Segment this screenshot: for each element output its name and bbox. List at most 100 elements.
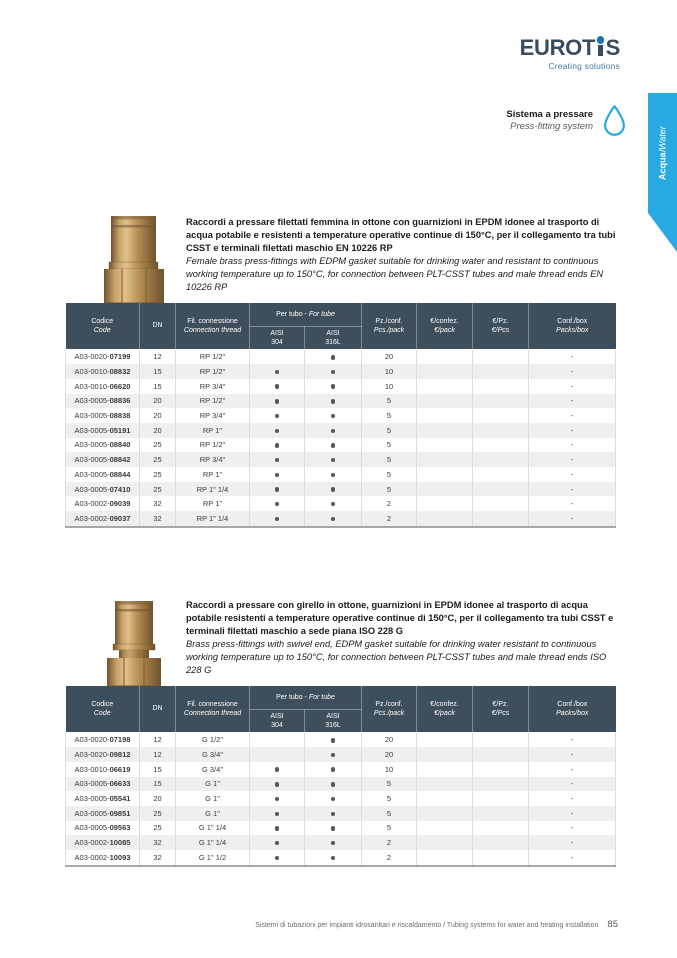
cell-aisi316 xyxy=(303,422,363,438)
tube-compat-dot xyxy=(330,443,336,448)
cell-code: A03-0005-06633 xyxy=(65,776,140,792)
section1-desc-en: Female brass press-fittings with EDPM ga… xyxy=(186,256,604,292)
col-eurpc-en: €/Pcs xyxy=(491,326,510,334)
cell-eur-pc xyxy=(472,467,530,482)
cell-aisi316 xyxy=(303,467,363,482)
code-prefix: A03-0005- xyxy=(74,779,110,789)
code-prefix: A03-0005- xyxy=(74,823,110,833)
cell-aisi316 xyxy=(303,393,363,409)
cell-box: - xyxy=(528,747,617,762)
col-box-en: Packs/box xyxy=(556,326,589,334)
section2-desc-en: Brass press-fittings with swivel end, ED… xyxy=(186,639,607,675)
table-row: A03-0005-07410 25 RP 1" 1/4 5- xyxy=(65,481,617,497)
tube-compat-dot xyxy=(274,767,280,772)
table-row: A03-0005-09563 25 G 1" 1/4 5- xyxy=(65,820,617,836)
cell-box: - xyxy=(528,467,617,482)
cell-aisi316 xyxy=(303,437,363,453)
cell-aisi304 xyxy=(249,835,305,850)
cell-eur-pack xyxy=(416,452,474,467)
cell-dn: 12 xyxy=(139,732,176,748)
aisi316-line1: AISI xyxy=(326,329,340,337)
table-row: A03-0002-09039 32 RP 1" 2- xyxy=(65,496,617,512)
col-header-eur-pc: €/Pz. €/Pcs xyxy=(472,686,530,733)
cell-box: - xyxy=(528,393,617,409)
logo-text-post: S xyxy=(605,35,621,60)
cell-eur-pack xyxy=(416,393,474,409)
system-label-en: Press-fitting system xyxy=(510,121,593,132)
cell-aisi304 xyxy=(249,761,305,777)
tube-compat-dot xyxy=(330,487,336,492)
col-header-pack: Pz./conf. Pcs./pack xyxy=(361,686,418,733)
col-header-box: Conf./box Packs/box xyxy=(528,686,616,733)
cell-dn: 32 xyxy=(139,511,176,527)
cell-code: A03-0005-05541 xyxy=(65,791,140,806)
cell-dn: 25 xyxy=(139,452,176,467)
cell-eur-pack xyxy=(416,437,474,453)
code-prefix: A03-0002- xyxy=(74,852,110,862)
tube-compat-dot xyxy=(274,472,280,478)
tube-compat-dot xyxy=(274,782,280,787)
tube-compat-dot xyxy=(330,472,336,478)
cell-thread: RP 1/2" xyxy=(175,393,250,409)
logo-wordmark: EUROT S xyxy=(519,35,621,60)
table-row: A03-0005-06633 15 G 1" 5- xyxy=(65,776,617,792)
col-pack-it: Pz./conf. xyxy=(375,700,403,708)
code-prefix: A03-0020- xyxy=(74,352,110,362)
cell-eur-pack xyxy=(416,511,474,527)
aisi316-line2: 316L xyxy=(325,338,341,346)
col-dn-label: DN xyxy=(152,322,163,330)
cell-eur-pc xyxy=(472,805,530,821)
cell-dn: 12 xyxy=(139,349,176,365)
tube-compat-dot xyxy=(274,855,280,861)
cell-thread: G 1/2" xyxy=(175,732,250,748)
cell-box: - xyxy=(528,835,617,850)
cell-code: A03-0020-07199 xyxy=(65,349,140,365)
cell-code: A03-0002-10093 xyxy=(65,850,140,866)
tube-compat-dot xyxy=(330,501,336,507)
cell-aisi316 xyxy=(303,481,363,497)
cell-pack: 2 xyxy=(361,511,418,527)
table-row: A03-0005-08842 25 RP 3/4" 5- xyxy=(65,452,617,467)
code-prefix: A03-0005- xyxy=(74,469,110,479)
col-eurpack-it: €/confez. xyxy=(430,317,459,325)
cell-eur-pc xyxy=(472,437,530,453)
col-code-it: Codice xyxy=(91,700,114,708)
cell-pack: 5 xyxy=(361,467,418,482)
cell-box: - xyxy=(528,820,617,836)
tube-compat-dot xyxy=(274,399,280,404)
logo-text-pre: EUROT xyxy=(519,35,596,60)
cell-aisi304 xyxy=(249,496,305,512)
code-number: 05541 xyxy=(109,794,131,804)
col-header-code: Codice Code xyxy=(65,303,140,350)
cell-eur-pc xyxy=(472,452,530,467)
cell-box: - xyxy=(528,791,617,806)
cell-code: A03-0005-08842 xyxy=(65,452,140,467)
cell-eur-pc xyxy=(472,776,530,792)
tube-compat-dot xyxy=(274,840,280,846)
table-row: A03-0005-08836 20 RP 1/2" 5- xyxy=(65,393,617,409)
col-header-eur-pc: €/Pz. €/Pcs xyxy=(472,303,530,350)
cell-eur-pack xyxy=(416,422,474,438)
cell-thread: RP 1/2" xyxy=(175,364,250,379)
cell-box: - xyxy=(528,850,617,866)
tube-compat-dot xyxy=(330,767,336,772)
cell-box: - xyxy=(528,452,617,467)
tube-compat-dot xyxy=(330,826,336,831)
cell-box: - xyxy=(528,364,617,379)
cell-box: - xyxy=(528,732,617,748)
cell-eur-pc xyxy=(472,761,530,777)
col-dn-label: DN xyxy=(152,705,163,713)
code-number: 10085 xyxy=(109,838,131,848)
table-header: Codice Code DN Fil. connessione Connection… xyxy=(65,303,616,350)
cell-box: - xyxy=(528,496,617,512)
col-header-tube: Per tubo - For tube xyxy=(248,686,363,710)
cell-thread: G 1" 1/2 xyxy=(175,850,250,866)
col-code-en: Code xyxy=(93,709,111,717)
tube-compat-dot xyxy=(330,369,336,375)
cell-dn: 20 xyxy=(139,791,176,806)
cell-box: - xyxy=(528,761,617,777)
cell-thread: G 3/4" xyxy=(175,747,250,762)
tube-compat-dot xyxy=(330,399,336,404)
cell-aisi304 xyxy=(249,850,305,866)
col-header-dn: DN xyxy=(139,686,176,733)
